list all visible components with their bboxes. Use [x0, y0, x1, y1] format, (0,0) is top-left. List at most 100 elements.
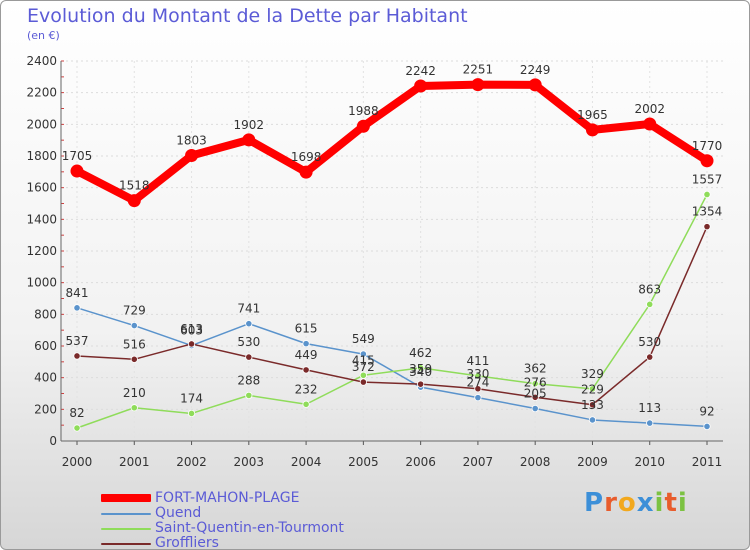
- y-tick-label: 600: [34, 339, 57, 353]
- chart-unit-label: (en €): [27, 29, 60, 42]
- x-tick-label: 2000: [62, 455, 93, 469]
- data-point: [359, 371, 367, 379]
- series-lines: [70, 78, 714, 432]
- logo-letter: o: [617, 488, 637, 518]
- data-point: [302, 366, 310, 374]
- data-point: [302, 340, 310, 348]
- legend-label: FORT-MAHON-PLAGE: [155, 490, 300, 506]
- data-label: 1965: [577, 108, 608, 122]
- data-label: 92: [699, 404, 714, 418]
- x-tick-label: 2002: [176, 455, 207, 469]
- logo-letter: r: [604, 488, 618, 518]
- data-point: [127, 194, 141, 208]
- data-label: 411: [466, 354, 489, 368]
- data-label: 1803: [176, 134, 207, 148]
- legend-swatch: [101, 528, 151, 530]
- y-tick-label: 400: [34, 371, 57, 385]
- y-tick-label: 2400: [26, 54, 57, 68]
- data-label: 1557: [692, 172, 723, 186]
- data-label: 603: [180, 324, 203, 338]
- data-point: [359, 378, 367, 386]
- data-label: 863: [638, 282, 661, 296]
- data-point: [130, 355, 138, 363]
- data-point: [703, 422, 711, 431]
- series-line: [76, 193, 708, 429]
- data-label: 372: [352, 360, 375, 374]
- data-point: [474, 394, 482, 402]
- series-line: [76, 225, 708, 406]
- y-tick-label: 1800: [26, 149, 57, 163]
- data-point: [531, 380, 539, 388]
- data-labels: 841 729 603 741 615 549 340 274 205 133 113 92 82 210…: [62, 63, 723, 420]
- data-point: [588, 385, 597, 393]
- data-label: 274: [466, 376, 489, 390]
- data-point: [299, 165, 313, 179]
- data-point: [302, 400, 310, 408]
- data-point: [187, 409, 196, 418]
- data-point: [245, 391, 253, 399]
- grid-lines: [61, 60, 723, 441]
- data-label: 1705: [62, 149, 93, 163]
- data-point: [471, 78, 485, 92]
- data-label: 1698: [291, 150, 322, 164]
- data-label: 530: [237, 335, 260, 349]
- data-point: [73, 424, 81, 432]
- data-point: [646, 419, 654, 427]
- data-label: 516: [123, 337, 146, 351]
- data-point: [245, 320, 253, 328]
- y-tick-label: 1400: [26, 212, 57, 226]
- data-label: 232: [295, 382, 318, 396]
- data-label: 276: [524, 375, 547, 389]
- data-label: 362: [524, 362, 547, 376]
- data-point: [417, 380, 425, 388]
- y-tick-label: 2200: [26, 86, 57, 100]
- data-point: [588, 401, 597, 409]
- data-label: 2242: [405, 64, 436, 78]
- data-label: 415: [352, 353, 375, 367]
- data-point: [187, 340, 196, 348]
- y-tick-label: 200: [34, 402, 57, 416]
- data-label: 1518: [119, 179, 150, 193]
- x-tick-label: 2008: [520, 455, 551, 469]
- data-label: 205: [524, 387, 547, 401]
- data-point: [242, 133, 256, 147]
- data-label: 2251: [463, 63, 494, 77]
- data-label: 229: [581, 383, 604, 397]
- logo-letter: P: [584, 488, 605, 518]
- y-tick-label: 2000: [26, 117, 57, 131]
- data-label: 462: [409, 346, 432, 360]
- data-point: [73, 304, 81, 312]
- data-label: 210: [123, 386, 146, 400]
- data-point: [414, 79, 428, 93]
- data-point: [643, 117, 657, 131]
- y-tick-label: 800: [34, 307, 57, 321]
- data-label: 841: [66, 286, 89, 300]
- data-label: 329: [581, 367, 604, 381]
- data-point: [185, 149, 199, 163]
- data-point: [646, 300, 654, 308]
- data-point: [245, 353, 253, 361]
- data-label: 530: [638, 335, 661, 349]
- x-tick-label: 2009: [577, 455, 608, 469]
- y-tick-label: 0: [49, 434, 57, 448]
- data-label: 613: [180, 322, 203, 336]
- x-tick-label: 2010: [634, 455, 665, 469]
- data-point: [588, 416, 597, 424]
- chart-title: Evolution du Montant de la Dette par Hab…: [27, 5, 468, 27]
- y-tick-label: 1000: [26, 276, 57, 290]
- x-tick-label: 2007: [463, 455, 494, 469]
- data-point: [531, 393, 539, 401]
- legend-label: Groffliers: [155, 535, 219, 550]
- data-point: [474, 385, 482, 393]
- x-tick-label: 2005: [348, 455, 379, 469]
- x-tick-label: 2006: [405, 455, 436, 469]
- data-label: 1770: [692, 139, 723, 153]
- series-line: [73, 80, 711, 205]
- data-label: 1902: [234, 118, 265, 132]
- legend-swatch: [101, 543, 151, 545]
- data-point: [356, 119, 370, 133]
- data-label: 537: [66, 334, 89, 348]
- x-tick-label: 2001: [119, 455, 150, 469]
